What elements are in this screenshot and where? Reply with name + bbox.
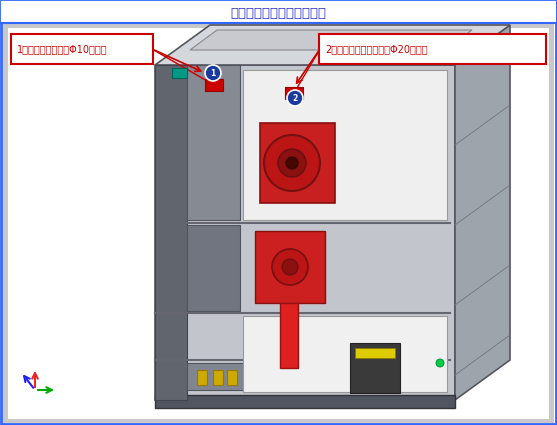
- Polygon shape: [205, 79, 223, 91]
- Polygon shape: [187, 65, 240, 220]
- Polygon shape: [155, 25, 510, 65]
- Text: 1：光纤穿孔走线，Φ10开孔。: 1：光纤穿孔走线，Φ10开孔。: [17, 44, 108, 54]
- Text: 2：弧光探头安装位置，Φ20开孔。: 2：弧光探头安装位置，Φ20开孔。: [325, 44, 428, 54]
- Polygon shape: [455, 25, 510, 400]
- Circle shape: [286, 157, 298, 169]
- Circle shape: [264, 135, 320, 191]
- Polygon shape: [255, 231, 325, 303]
- Polygon shape: [155, 65, 187, 400]
- Polygon shape: [187, 225, 240, 311]
- Polygon shape: [260, 123, 335, 203]
- Polygon shape: [155, 395, 455, 408]
- Polygon shape: [190, 30, 472, 50]
- Polygon shape: [355, 348, 395, 358]
- Polygon shape: [243, 70, 447, 220]
- Polygon shape: [172, 68, 187, 78]
- Polygon shape: [350, 343, 400, 393]
- FancyBboxPatch shape: [319, 34, 546, 64]
- Polygon shape: [243, 316, 447, 392]
- Text: 2: 2: [292, 94, 297, 102]
- Text: 1: 1: [211, 68, 216, 77]
- Circle shape: [278, 149, 306, 177]
- Polygon shape: [155, 65, 455, 400]
- Circle shape: [272, 249, 308, 285]
- Polygon shape: [280, 303, 298, 368]
- Polygon shape: [197, 370, 207, 385]
- Circle shape: [205, 65, 221, 81]
- Polygon shape: [227, 370, 237, 385]
- FancyBboxPatch shape: [3, 24, 554, 423]
- Circle shape: [287, 90, 303, 106]
- FancyBboxPatch shape: [1, 1, 556, 23]
- Circle shape: [436, 359, 444, 367]
- FancyBboxPatch shape: [8, 28, 549, 419]
- Text: 手车室安装弧光保护开孔图: 手车室安装弧光保护开孔图: [231, 6, 326, 20]
- FancyBboxPatch shape: [11, 34, 153, 64]
- Polygon shape: [187, 363, 270, 390]
- Polygon shape: [285, 87, 303, 99]
- Polygon shape: [213, 370, 223, 385]
- Circle shape: [282, 259, 298, 275]
